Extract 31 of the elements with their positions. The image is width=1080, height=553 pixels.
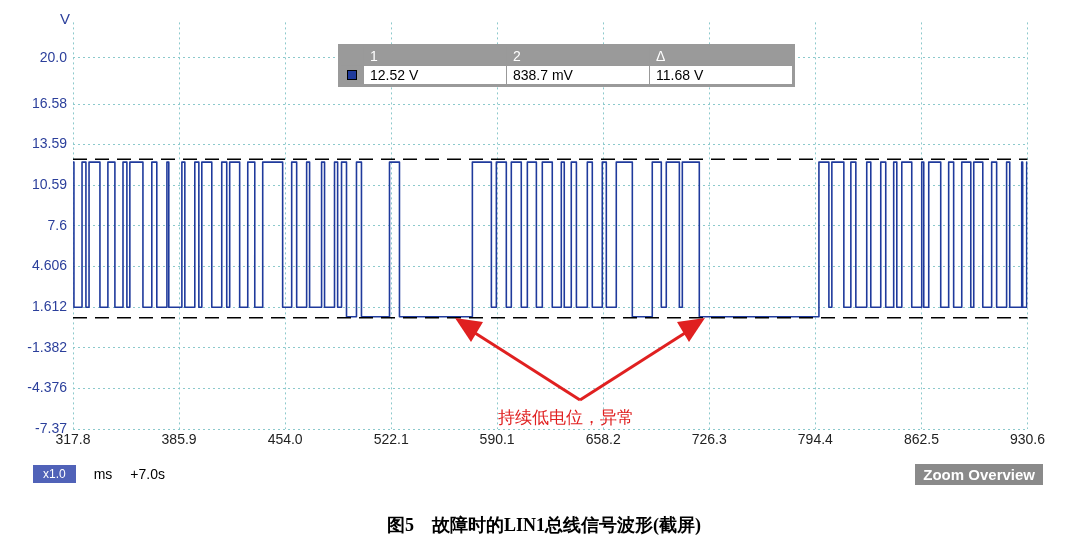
x-tick-label: 930.6: [1009, 431, 1046, 448]
x-tick-label: 658.2: [585, 431, 621, 448]
y-tick-label: -4.376: [27, 379, 68, 396]
x-tick-label: 454.0: [267, 431, 303, 448]
annotation: 11.68 V: [649, 65, 794, 86]
x-axis-title: ms: [93, 466, 113, 482]
y-tick-label: 13.59: [31, 135, 68, 152]
annotation: 1: [363, 45, 507, 66]
x-tick-label: 794.4: [797, 431, 834, 448]
y-tick-label: -1.382: [27, 338, 68, 355]
y-axis-title: V: [60, 10, 71, 27]
y-tick-label: 4.606: [31, 257, 68, 274]
y-tick-label: 1.612: [31, 298, 68, 314]
x-tick-label: 862.5: [903, 431, 940, 448]
text: Zoom Overview: [915, 463, 1043, 485]
x-tick-label: 522.1: [373, 431, 409, 448]
y-tick-label: 7.6: [47, 216, 68, 233]
text: x1.0: [33, 465, 76, 483]
text: 图5 故障时的LIN1总线信号波形(截屏): [386, 514, 702, 537]
annotation: 2: [506, 45, 650, 66]
annotation: 838.7 mV: [506, 65, 650, 86]
annotation: 12.52 V: [363, 65, 507, 86]
x-tick-label: 385.9: [161, 431, 197, 448]
annotation: Δ: [649, 45, 794, 66]
y-tick-label: 10.59: [31, 176, 68, 193]
x-tick-label: 590.1: [479, 431, 515, 448]
annotation: 持续低电位，异常: [498, 406, 634, 429]
y-tick-label: 20.0: [39, 48, 68, 65]
text: +7.0s: [130, 466, 165, 482]
y-tick-label: 16.58: [31, 94, 68, 111]
x-tick-label: 726.3: [691, 431, 727, 448]
